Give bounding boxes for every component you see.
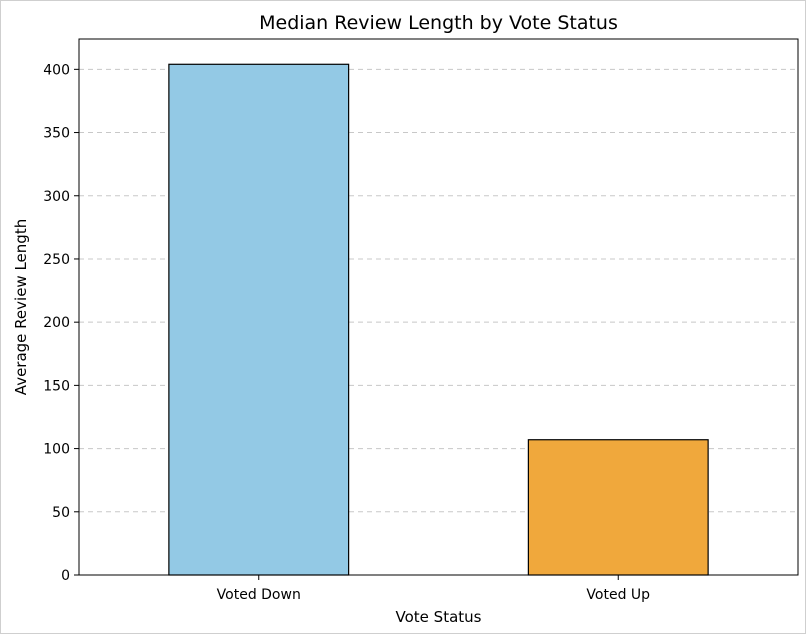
bars: [168, 63, 709, 576]
y-tick-label: 50: [52, 505, 70, 521]
y-axis-ticks: 0 50 100 150 200 250 300 350 400: [43, 62, 79, 584]
y-tick-label: 100: [43, 442, 70, 458]
plot-area-border: [78, 38, 799, 576]
x-axis-ticks: Voted Down Voted Up: [217, 575, 650, 603]
y-tick-label: 300: [43, 189, 70, 205]
bar-voted-down: [168, 63, 350, 576]
y-tick-label: 150: [43, 378, 70, 394]
y-tick-label: 250: [43, 252, 70, 268]
x-tick-label: Voted Down: [217, 587, 301, 603]
bar-voted-up: [527, 439, 709, 576]
y-tick-label: 0: [61, 568, 70, 584]
y-tick-label: 350: [43, 126, 70, 142]
y-axis-label: Average Review Length: [12, 219, 30, 395]
chart-title: Median Review Length by Vote Status: [259, 12, 618, 34]
x-axis-label: Vote Status: [396, 608, 482, 626]
y-tick-label: 400: [43, 62, 70, 78]
x-tick-label: Voted Up: [586, 587, 650, 603]
y-tick-label: 200: [43, 315, 70, 331]
